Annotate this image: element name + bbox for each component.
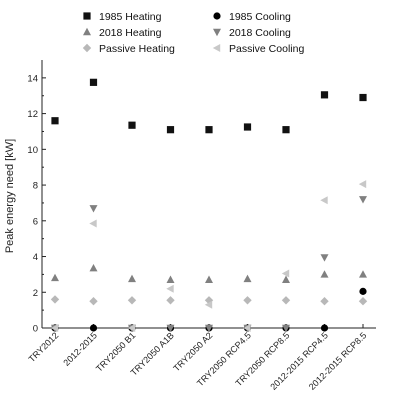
- passive-heating-point: [166, 296, 175, 305]
- 2018-cooling-point: [89, 205, 98, 213]
- 2018-cooling-point: [320, 254, 329, 262]
- y-tick-label: 10: [27, 145, 38, 156]
- legend-marker-passive-cooling: [212, 44, 221, 52]
- passive-heating-point: [358, 297, 368, 306]
- passive-heating-point: [89, 297, 98, 306]
- 2018-heating-point: [243, 274, 252, 283]
- legend-marker-1985-heating: [83, 12, 91, 20]
- 2018-heating-point: [320, 270, 329, 278]
- 2018-heating-point: [359, 270, 367, 278]
- 1985-heating-point: [89, 78, 98, 86]
- y-tick-label: 8: [33, 181, 38, 192]
- y-axis-title: Peak energy need [kW]: [4, 139, 16, 253]
- 1985-heating-point: [243, 123, 252, 131]
- y-tick-label: 6: [33, 216, 38, 227]
- passive-cooling-point: [166, 284, 174, 293]
- passive-cooling-point: [204, 300, 213, 309]
- axes-layer: [41, 60, 376, 329]
- 2018-heating-point: [205, 275, 213, 283]
- 1985-heating-point: [205, 126, 213, 134]
- passive-cooling-point: [281, 269, 290, 278]
- 1985-cooling-point: [359, 287, 367, 295]
- passive-heating-point: [281, 296, 291, 305]
- legend-label-2018-heating: 2018 Heating: [99, 27, 162, 39]
- y-tick-label: 2: [33, 288, 38, 299]
- legend-label-2018-cooling: 2018 Cooling: [229, 27, 291, 39]
- legend-label-passive-heating: Passive Heating: [99, 43, 175, 55]
- 2018-cooling-point: [205, 324, 213, 333]
- legend-marker-1985-cooling: [213, 12, 221, 20]
- passive-heating-point: [127, 296, 137, 305]
- 2018-heating-point: [128, 274, 136, 283]
- x-category-label: 2012-2015: [61, 330, 99, 368]
- legend-label-passive-cooling: Passive Cooling: [229, 43, 304, 55]
- passive-cooling-point: [358, 180, 367, 189]
- legend: 1985 Heating 2018 Heating Passive Heating 1…: [82, 11, 304, 55]
- y-tick-label: 14: [27, 73, 38, 84]
- 2018-cooling-point: [166, 324, 175, 333]
- x-category-label: TRY2012: [27, 330, 61, 364]
- legend-marker-passive-heating: [82, 43, 92, 53]
- 2018-heating-point: [166, 275, 175, 283]
- passive-heating-point: [243, 296, 252, 305]
- legend-label-1985-cooling: 1985 Cooling: [229, 11, 291, 23]
- passive-heating-point: [50, 295, 60, 304]
- legend-marker-2018-cooling: [213, 28, 221, 37]
- passive-cooling-point: [50, 324, 59, 332]
- y-tick-label: 4: [33, 252, 38, 263]
- 1985-cooling-point: [89, 324, 98, 332]
- passive-cooling-point: [127, 324, 136, 332]
- passive-cooling-point: [320, 196, 328, 205]
- 1985-heating-point: [359, 93, 367, 102]
- y-tick-label: 0: [33, 324, 38, 335]
- passive-heating-point: [320, 297, 329, 306]
- 1985-heating-point: [166, 126, 175, 134]
- 1985-heating-point: [128, 121, 136, 129]
- 2018-heating-point: [51, 273, 59, 282]
- y-tick-label: 12: [27, 109, 38, 120]
- passive-cooling-point: [89, 219, 97, 228]
- 2018-cooling-point: [282, 324, 290, 333]
- 2018-cooling-point: [359, 196, 367, 204]
- legend-marker-2018-heating: [83, 27, 91, 36]
- 1985-heating-point: [282, 126, 290, 134]
- 1985-cooling-point: [320, 324, 329, 332]
- points-layer: [50, 78, 368, 333]
- legend-label-1985-heating: 1985 Heating: [99, 11, 162, 23]
- passive-cooling-point: [243, 324, 251, 332]
- 2018-heating-point: [282, 275, 290, 283]
- 1985-heating-point: [320, 91, 329, 99]
- 1985-heating-point: [51, 117, 59, 125]
- 2018-heating-point: [89, 263, 98, 272]
